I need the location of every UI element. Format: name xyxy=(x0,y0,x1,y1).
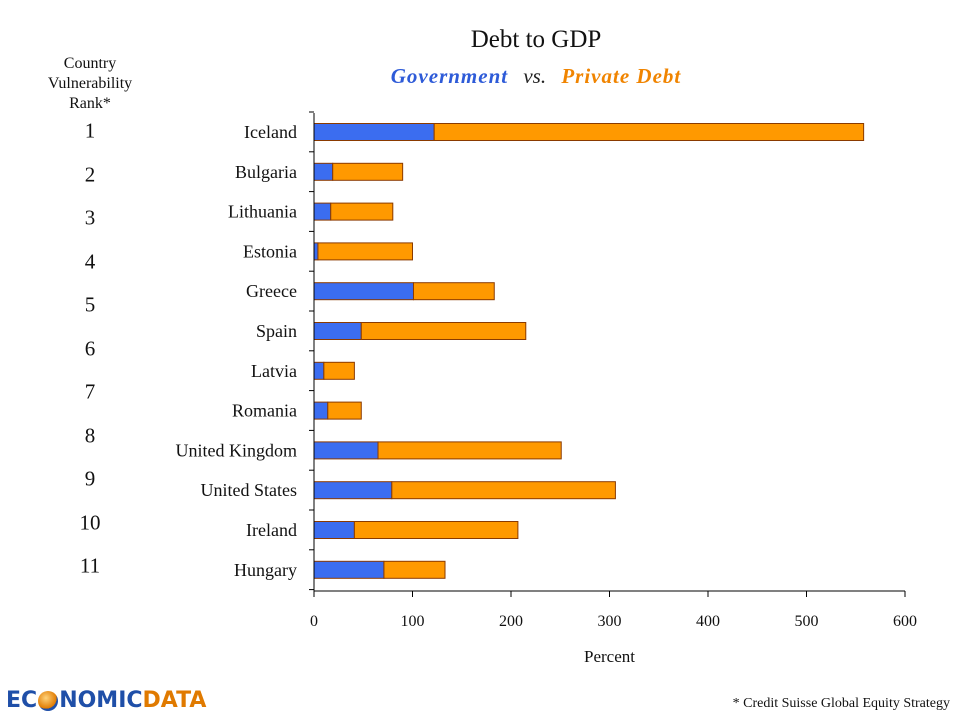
bar-government xyxy=(313,123,435,141)
x-tick-label: 500 xyxy=(795,613,819,630)
bar-government xyxy=(313,481,393,500)
x-tick-label: 200 xyxy=(499,613,523,630)
globe-icon xyxy=(38,690,59,711)
category-label: Latvia xyxy=(251,361,297,381)
bar-government xyxy=(313,202,332,221)
rank-value: 2 xyxy=(84,162,96,187)
x-tick-label: 0 xyxy=(310,613,318,630)
category-label: United States xyxy=(201,480,298,500)
bar-government xyxy=(313,401,329,420)
subtitle-private: Private Debt xyxy=(561,64,682,88)
x-tick-label: 600 xyxy=(893,613,917,630)
bar-government xyxy=(313,242,319,261)
rank-header-line1: Country xyxy=(63,55,117,72)
category-label: Ireland xyxy=(246,520,297,540)
category-label: United Kingdom xyxy=(176,440,298,460)
category-label: Spain xyxy=(256,321,297,341)
bar-government xyxy=(313,361,325,380)
bar-private xyxy=(433,123,865,141)
bar-private xyxy=(323,361,355,380)
category-label: Iceland xyxy=(244,122,297,142)
rank-value: 10 xyxy=(79,510,101,535)
logo-text-part3: DATA xyxy=(142,688,207,713)
bar-government xyxy=(313,441,379,460)
x-axis-title: Percent xyxy=(584,647,635,666)
rank-value: 1 xyxy=(84,118,96,143)
bars-group xyxy=(313,123,865,579)
bar-private xyxy=(332,162,404,181)
rank-value: 7 xyxy=(84,379,96,404)
bar-private xyxy=(353,521,519,539)
category-label: Lithuania xyxy=(228,202,297,222)
rank-value: 9 xyxy=(84,466,96,491)
logo-text-part2: NOMIC xyxy=(59,688,143,713)
logo-text-part1: EC xyxy=(6,688,38,713)
bar-private xyxy=(327,401,362,420)
bar-government xyxy=(313,322,362,340)
rank-value: 3 xyxy=(84,205,96,230)
bar-private xyxy=(360,322,527,340)
x-tick-label: 100 xyxy=(401,613,425,630)
bar-private xyxy=(412,282,495,301)
rank-header-line3: Rank* xyxy=(69,95,111,112)
rank-value: 4 xyxy=(84,249,96,274)
bar-private xyxy=(317,242,413,261)
bar-government xyxy=(313,560,385,579)
axes-group: 0 100 200 300 400 500 600 xyxy=(309,111,917,630)
rank-header-line2: Vulnerability xyxy=(47,75,133,92)
category-label: Hungary xyxy=(234,560,297,580)
economicdata-logo: EC NOMIC DATA xyxy=(6,688,206,713)
rank-value: 8 xyxy=(84,423,96,448)
subtitle-government: Government xyxy=(390,64,509,88)
x-tick-label: 300 xyxy=(598,613,622,630)
chart-title: Debt to GDP xyxy=(470,26,602,53)
category-label: Romania xyxy=(232,401,297,421)
subtitle-vs: vs. xyxy=(523,64,547,88)
bar-private xyxy=(391,481,616,500)
bar-private xyxy=(330,202,394,221)
category-label: Estonia xyxy=(243,241,297,261)
footnote: * Credit Suisse Global Equity Strategy xyxy=(732,696,950,711)
rank-value: 6 xyxy=(84,336,96,361)
rank-value: 11 xyxy=(79,553,101,578)
rank-header: Country Vulnerability Rank* xyxy=(20,54,160,114)
rank-value: 5 xyxy=(84,292,96,317)
x-tick-label: 400 xyxy=(696,613,720,630)
bar-government xyxy=(313,162,334,181)
bar-government xyxy=(313,521,355,539)
category-label: Bulgaria xyxy=(235,162,297,182)
bar-private xyxy=(383,560,446,579)
chart-subtitle: Government vs. Private Debt xyxy=(0,64,960,89)
bar-government xyxy=(313,282,414,301)
category-labels: Iceland Bulgaria Lithuania Estonia Greece Spa… xyxy=(176,122,298,580)
category-label: Greece xyxy=(246,281,297,301)
bar-private xyxy=(377,441,562,460)
